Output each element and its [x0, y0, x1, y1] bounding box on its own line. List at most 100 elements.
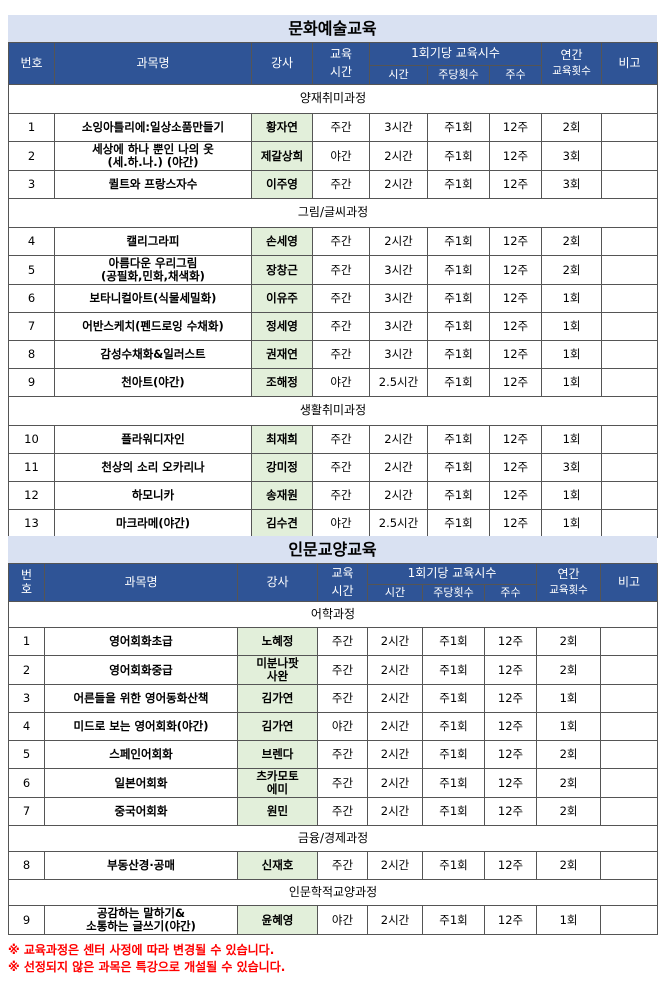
row-hours: 2시간: [369, 227, 428, 256]
header-hours: 시간: [367, 584, 423, 602]
row-time: 주간: [317, 655, 368, 685]
row-course: 영어회화초급: [44, 627, 238, 656]
row-weeks: 12주: [483, 655, 538, 685]
row-instructor-line: 미분나팟: [256, 656, 299, 671]
row-course: 천상의 소리 오카리나: [54, 453, 252, 482]
header-annual-count: 교육횟수: [549, 584, 588, 597]
header-no-part: 번: [20, 568, 33, 583]
row-instructor-line: 윤혜영: [261, 912, 294, 927]
table-row: 4 미드로 보는 영어회화(야간) 김가연 야간 2시간 주1회 12주 1회: [8, 712, 659, 741]
category-row: 양재취미과정: [7, 84, 659, 114]
row-instructor: 원민: [237, 797, 318, 826]
row-remarks: [601, 481, 659, 510]
row-instructor: 김수견: [251, 509, 313, 538]
row-instructor-line: 신재호: [261, 858, 294, 873]
row-course: 마크라메(야간): [54, 509, 252, 538]
row-hours: 2시간: [369, 141, 428, 171]
row-weeks: 12주: [488, 312, 543, 341]
row-annual: 2회: [536, 655, 602, 685]
row-annual: 3회: [541, 170, 603, 199]
row-hours: 2시간: [367, 797, 423, 826]
row-time: 야간: [317, 712, 368, 741]
row-course-line: 영어회화중급: [109, 662, 173, 677]
header-annual-line: 연간: [557, 567, 580, 582]
row-hours: 2.5시간: [369, 368, 428, 397]
row-course: 영어회화중급: [44, 655, 238, 685]
row-weekly: 주1회: [422, 684, 485, 713]
row-hours: 3시간: [369, 340, 428, 369]
row-hours: 2시간: [367, 905, 423, 935]
row-instructor-line: 이주영: [266, 177, 298, 192]
row-instructor: 브렌다: [237, 740, 318, 769]
row-course-line: (공필화,민화,채색화): [101, 269, 205, 283]
section-title-humanities: 인문교양교육: [8, 536, 657, 563]
header-remarks: 비고: [600, 563, 659, 602]
category-label: 금융/경제과정: [7, 825, 659, 852]
row-course-line: 어반스케치(펜드로잉 수채화): [82, 319, 224, 334]
row-instructor-line: 최재희: [266, 432, 298, 447]
row-annual: 2회: [536, 851, 602, 880]
row-course: 캘리그라피: [54, 227, 252, 256]
row-remarks: [601, 284, 659, 313]
category-row: 금융/경제과정: [7, 825, 659, 852]
row-remarks: [600, 627, 659, 656]
row-weekly: 주1회: [427, 453, 490, 482]
row-course: 스페인어회화: [44, 740, 238, 769]
row-remarks: [601, 509, 659, 538]
row-time: 주간: [317, 627, 368, 656]
row-time: 주간: [317, 851, 368, 880]
table-row: 9 천아트(야간) 조해정 야간 2.5시간 주1회 12주 1회: [8, 368, 659, 397]
row-remarks: [601, 368, 659, 397]
category-label: 어학과정: [7, 601, 659, 628]
row-weekly: 주1회: [427, 340, 490, 369]
row-weekly: 주1회: [422, 768, 485, 798]
row-course: 퀼트와 프랑스자수: [54, 170, 252, 199]
row-weeks: 12주: [488, 340, 543, 369]
row-course: 천아트(야간): [54, 368, 252, 397]
row-weekly: 주1회: [427, 481, 490, 510]
row-annual: 2회: [541, 255, 603, 285]
row-instructor-line: 송재원: [266, 488, 298, 503]
row-time: 주간: [317, 768, 368, 798]
table-row: 1 소잉아틀리에:일상소품만들기 황자연 주간 3시간 주1회 12주 2회: [8, 113, 659, 142]
row-instructor-line: 이유주: [266, 291, 298, 306]
row-course-line: 공감하는 말하기&: [96, 906, 186, 921]
row-no: 6: [8, 768, 45, 798]
row-hours: 2시간: [367, 655, 423, 685]
row-weekly: 주1회: [427, 312, 490, 341]
row-no: 9: [8, 905, 45, 935]
row-weeks: 12주: [488, 453, 543, 482]
row-course-line: 플라워디자인: [121, 432, 185, 447]
row-course: 보타니컬아트(식물세밀화): [54, 284, 252, 313]
row-course-line: 어른들을 위한 영어동화산책: [73, 691, 209, 706]
row-instructor-line: 조해정: [266, 375, 298, 390]
row-time: 주간: [312, 284, 370, 313]
row-weeks: 12주: [488, 255, 543, 285]
row-weekly: 주1회: [422, 627, 485, 656]
row-hours: 2시간: [367, 684, 423, 713]
row-no: 1: [8, 113, 55, 142]
table-row: 8 부동산경·공매 신재호 주간 2시간 주1회 12주 2회: [8, 851, 659, 880]
row-remarks: [601, 141, 659, 171]
row-weeks: 12주: [483, 684, 538, 713]
humanities-table: 번 호 과목명 강사 교육 시간 1회기당 교육시수 연간 교육횟수 비고 시간 주당횟수 주수 어학과…: [7, 563, 659, 935]
row-time: 주간: [312, 312, 370, 341]
table-row: 10 플라워디자인 최재희 주간 2시간 주1회 12주 1회: [8, 425, 659, 454]
row-hours: 2시간: [367, 851, 423, 880]
row-instructor-line: 정세영: [266, 319, 298, 334]
row-remarks: [600, 712, 659, 741]
row-course-line: 중국어회화: [114, 804, 168, 819]
row-annual: 1회: [536, 684, 602, 713]
row-annual: 1회: [536, 712, 602, 741]
row-no: 11: [8, 453, 55, 482]
row-annual: 1회: [541, 509, 603, 538]
row-instructor: 신재호: [237, 851, 318, 880]
row-remarks: [601, 453, 659, 482]
row-hours: 3시간: [369, 113, 428, 142]
row-hours: 2시간: [367, 768, 423, 798]
row-hours: 2시간: [367, 627, 423, 656]
row-instructor: 노혜정: [237, 627, 318, 656]
row-hours: 2시간: [369, 425, 428, 454]
header-annual-count: 교육횟수: [552, 65, 591, 78]
